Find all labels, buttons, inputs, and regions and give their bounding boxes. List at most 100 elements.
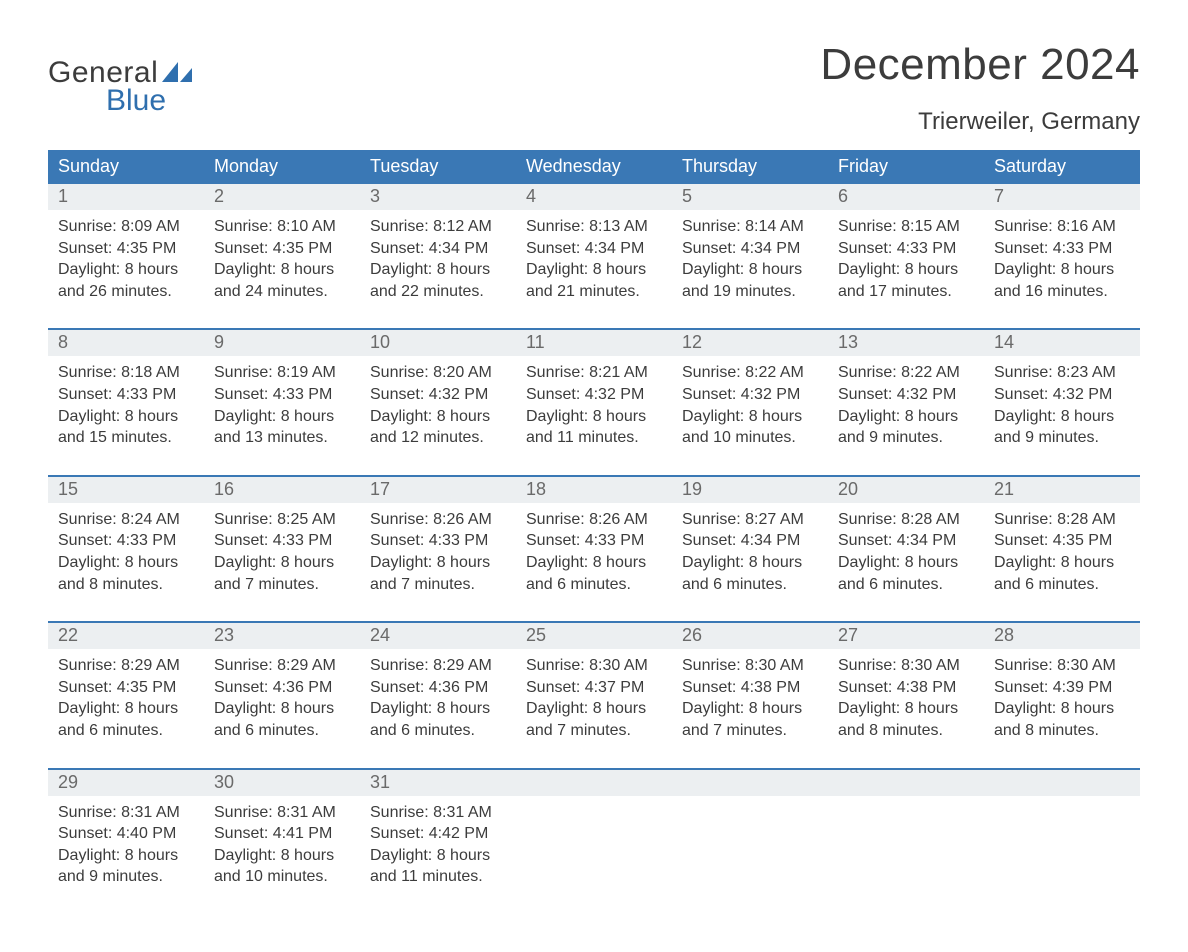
daylight-line-2: and 7 minutes. — [682, 720, 818, 742]
daylight-line-1: Daylight: 8 hours — [58, 698, 194, 720]
sunrise-line: Sunrise: 8:31 AM — [370, 802, 506, 824]
sunrise-line: Sunrise: 8:12 AM — [370, 216, 506, 238]
day-number-row: 15161718192021 — [48, 477, 1140, 503]
calendar-page: General Blue December 2024 Trierweiler, … — [0, 0, 1188, 952]
daylight-line-2: and 7 minutes. — [370, 574, 506, 596]
day-cell: Sunrise: 8:29 AMSunset: 4:36 PMDaylight:… — [360, 649, 516, 745]
sunset-line: Sunset: 4:32 PM — [994, 384, 1130, 406]
daylight-line-1: Daylight: 8 hours — [370, 259, 506, 281]
daylight-line-1: Daylight: 8 hours — [370, 698, 506, 720]
daylight-line-2: and 17 minutes. — [838, 281, 974, 303]
day-number: 29 — [48, 770, 204, 796]
daylight-line-1: Daylight: 8 hours — [994, 406, 1130, 428]
sunset-line: Sunset: 4:35 PM — [994, 530, 1130, 552]
day-number: 11 — [516, 330, 672, 356]
daylight-line-1: Daylight: 8 hours — [526, 259, 662, 281]
daylight-line-2: and 7 minutes. — [214, 574, 350, 596]
dow-saturday: Saturday — [984, 150, 1140, 184]
daylight-line-1: Daylight: 8 hours — [838, 698, 974, 720]
daylight-line-2: and 6 minutes. — [682, 574, 818, 596]
day-cell: Sunrise: 8:26 AMSunset: 4:33 PMDaylight:… — [516, 503, 672, 599]
sunset-line: Sunset: 4:32 PM — [838, 384, 974, 406]
sunrise-line: Sunrise: 8:30 AM — [994, 655, 1130, 677]
sunrise-line: Sunrise: 8:18 AM — [58, 362, 194, 384]
sunset-line: Sunset: 4:34 PM — [838, 530, 974, 552]
sunset-line: Sunset: 4:33 PM — [994, 238, 1130, 260]
day-number: 6 — [828, 184, 984, 210]
dow-thursday: Thursday — [672, 150, 828, 184]
dow-sunday: Sunday — [48, 150, 204, 184]
day-number: 19 — [672, 477, 828, 503]
daylight-line-1: Daylight: 8 hours — [994, 259, 1130, 281]
day-number: 8 — [48, 330, 204, 356]
calendar-week: 293031Sunrise: 8:31 AMSunset: 4:40 PMDay… — [48, 768, 1140, 892]
sunrise-line: Sunrise: 8:26 AM — [370, 509, 506, 531]
daylight-line-2: and 9 minutes. — [58, 866, 194, 888]
day-cell: Sunrise: 8:30 AMSunset: 4:38 PMDaylight:… — [828, 649, 984, 745]
day-number: 21 — [984, 477, 1140, 503]
daylight-line-2: and 8 minutes. — [838, 720, 974, 742]
brand-logo: General Blue — [48, 40, 192, 116]
sunset-line: Sunset: 4:40 PM — [58, 823, 194, 845]
day-cell: Sunrise: 8:16 AMSunset: 4:33 PMDaylight:… — [984, 210, 1140, 306]
day-number: 23 — [204, 623, 360, 649]
sunset-line: Sunset: 4:33 PM — [838, 238, 974, 260]
sunrise-line: Sunrise: 8:26 AM — [526, 509, 662, 531]
month-title: December 2024 — [820, 40, 1140, 90]
sunset-line: Sunset: 4:39 PM — [994, 677, 1130, 699]
day-cell: Sunrise: 8:31 AMSunset: 4:42 PMDaylight:… — [360, 796, 516, 892]
day-number: 20 — [828, 477, 984, 503]
daylight-line-2: and 8 minutes. — [58, 574, 194, 596]
daylight-line-1: Daylight: 8 hours — [682, 698, 818, 720]
day-number — [516, 770, 672, 796]
sunset-line: Sunset: 4:36 PM — [370, 677, 506, 699]
day-number — [984, 770, 1140, 796]
sunrise-line: Sunrise: 8:23 AM — [994, 362, 1130, 384]
sunrise-line: Sunrise: 8:31 AM — [214, 802, 350, 824]
location-label: Trierweiler, Germany — [820, 108, 1140, 136]
daylight-line-1: Daylight: 8 hours — [370, 406, 506, 428]
sunrise-line: Sunrise: 8:24 AM — [58, 509, 194, 531]
day-cell: Sunrise: 8:29 AMSunset: 4:36 PMDaylight:… — [204, 649, 360, 745]
day-number: 30 — [204, 770, 360, 796]
day-number-row: 22232425262728 — [48, 623, 1140, 649]
sunrise-line: Sunrise: 8:16 AM — [994, 216, 1130, 238]
sunrise-line: Sunrise: 8:20 AM — [370, 362, 506, 384]
day-number: 7 — [984, 184, 1140, 210]
daylight-line-1: Daylight: 8 hours — [214, 698, 350, 720]
title-block: December 2024 Trierweiler, Germany — [820, 40, 1140, 136]
day-number: 10 — [360, 330, 516, 356]
daylight-line-2: and 10 minutes. — [682, 427, 818, 449]
day-cell: Sunrise: 8:10 AMSunset: 4:35 PMDaylight:… — [204, 210, 360, 306]
sunrise-line: Sunrise: 8:15 AM — [838, 216, 974, 238]
sunrise-line: Sunrise: 8:30 AM — [838, 655, 974, 677]
day-cell: Sunrise: 8:25 AMSunset: 4:33 PMDaylight:… — [204, 503, 360, 599]
day-number: 4 — [516, 184, 672, 210]
sunrise-line: Sunrise: 8:25 AM — [214, 509, 350, 531]
day-cell: Sunrise: 8:28 AMSunset: 4:35 PMDaylight:… — [984, 503, 1140, 599]
day-number: 14 — [984, 330, 1140, 356]
day-cell — [672, 796, 828, 892]
dow-friday: Friday — [828, 150, 984, 184]
sunset-line: Sunset: 4:32 PM — [682, 384, 818, 406]
sunset-line: Sunset: 4:42 PM — [370, 823, 506, 845]
daylight-line-1: Daylight: 8 hours — [370, 845, 506, 867]
daylight-line-2: and 6 minutes. — [838, 574, 974, 596]
sunset-line: Sunset: 4:35 PM — [58, 677, 194, 699]
day-cell: Sunrise: 8:21 AMSunset: 4:32 PMDaylight:… — [516, 356, 672, 452]
daylight-line-2: and 11 minutes. — [526, 427, 662, 449]
daylight-line-1: Daylight: 8 hours — [526, 698, 662, 720]
daylight-line-2: and 13 minutes. — [214, 427, 350, 449]
day-number: 28 — [984, 623, 1140, 649]
daylight-line-1: Daylight: 8 hours — [838, 259, 974, 281]
days-of-week-header: Sunday Monday Tuesday Wednesday Thursday… — [48, 150, 1140, 184]
sunset-line: Sunset: 4:34 PM — [526, 238, 662, 260]
daylight-line-1: Daylight: 8 hours — [838, 406, 974, 428]
day-cell: Sunrise: 8:18 AMSunset: 4:33 PMDaylight:… — [48, 356, 204, 452]
daylight-line-2: and 6 minutes. — [994, 574, 1130, 596]
day-cell: Sunrise: 8:13 AMSunset: 4:34 PMDaylight:… — [516, 210, 672, 306]
daylight-line-2: and 26 minutes. — [58, 281, 194, 303]
day-cell — [984, 796, 1140, 892]
logo-text-blue: Blue — [106, 86, 192, 116]
day-number: 24 — [360, 623, 516, 649]
